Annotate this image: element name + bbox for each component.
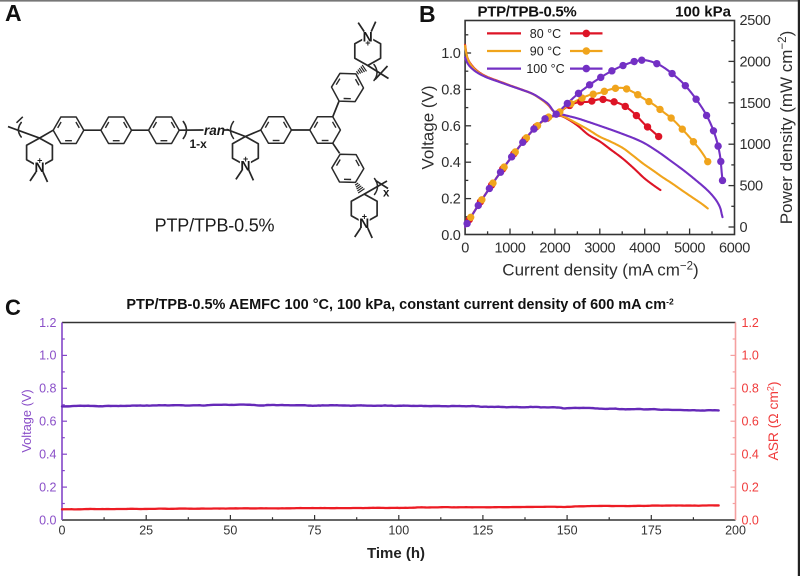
- svg-text:1000: 1000: [494, 241, 525, 257]
- svg-text:N: N: [363, 29, 373, 45]
- svg-text:0.8: 0.8: [441, 82, 460, 98]
- svg-text:Time (h): Time (h): [367, 545, 425, 562]
- svg-text:+: +: [37, 156, 42, 166]
- svg-text:100 °C: 100 °C: [526, 62, 564, 76]
- svg-text:0.4: 0.4: [742, 447, 759, 461]
- svg-text:ASR (Ω cm2): ASR (Ω cm2): [766, 382, 782, 461]
- svg-text:500: 500: [740, 179, 764, 195]
- svg-text:0.4: 0.4: [39, 447, 56, 461]
- svg-text:200: 200: [725, 524, 746, 538]
- svg-text:0: 0: [59, 524, 66, 538]
- svg-text:ran: ran: [204, 123, 225, 138]
- svg-text:1.0: 1.0: [39, 349, 56, 363]
- svg-text:0: 0: [740, 220, 748, 236]
- svg-text:6000: 6000: [719, 241, 750, 257]
- svg-text:Voltage (V): Voltage (V): [19, 389, 34, 452]
- svg-text:Current density (mA cm−2): Current density (mA cm−2): [502, 261, 698, 280]
- svg-text:1000: 1000: [740, 137, 771, 153]
- svg-text:0.0: 0.0: [39, 513, 56, 527]
- svg-text:0.2: 0.2: [441, 192, 460, 208]
- svg-text:Voltage (V): Voltage (V): [419, 85, 438, 169]
- svg-text:PTP/TPB-0.5%: PTP/TPB-0.5%: [155, 216, 275, 236]
- svg-text:75: 75: [308, 524, 322, 538]
- svg-text:90 °C: 90 °C: [530, 44, 561, 58]
- svg-text:Power density (mW cm−2): Power density (mW cm−2): [777, 31, 796, 225]
- svg-text:+: +: [362, 212, 367, 222]
- svg-text:x: x: [383, 188, 390, 200]
- svg-text:0.6: 0.6: [441, 119, 460, 135]
- svg-text:1.2: 1.2: [742, 316, 759, 330]
- svg-text:1.2: 1.2: [39, 316, 56, 330]
- svg-text:1.0: 1.0: [742, 349, 759, 363]
- svg-text:100: 100: [388, 524, 409, 538]
- svg-text:2000: 2000: [740, 54, 771, 70]
- svg-text:B: B: [419, 1, 436, 27]
- svg-text:0.2: 0.2: [39, 480, 56, 494]
- svg-text:0.2: 0.2: [742, 480, 759, 494]
- svg-text:C: C: [5, 295, 21, 320]
- svg-text:0.8: 0.8: [742, 382, 759, 396]
- svg-text:125: 125: [473, 524, 494, 538]
- svg-text:100 kPa: 100 kPa: [675, 4, 732, 21]
- svg-text:PTP/TPB-0.5% AEMFC 100 °C, 100: PTP/TPB-0.5% AEMFC 100 °C, 100 kPa, cons…: [126, 297, 674, 314]
- svg-text:+: +: [365, 38, 370, 48]
- svg-text:5000: 5000: [674, 241, 705, 257]
- svg-text:2500: 2500: [740, 13, 771, 29]
- svg-text:0.6: 0.6: [742, 415, 759, 429]
- svg-text:3000: 3000: [584, 241, 615, 257]
- svg-text:0.0: 0.0: [742, 513, 759, 527]
- svg-text:4000: 4000: [629, 241, 660, 257]
- svg-text:PTP/TPB-0.5%: PTP/TPB-0.5%: [478, 4, 577, 21]
- svg-text:1.0: 1.0: [441, 46, 460, 62]
- svg-text:0.4: 0.4: [441, 155, 460, 171]
- svg-text:2000: 2000: [539, 241, 570, 257]
- svg-text:150: 150: [557, 524, 578, 538]
- svg-text:175: 175: [641, 524, 662, 538]
- svg-text:50: 50: [223, 524, 237, 538]
- svg-text:N: N: [34, 159, 44, 175]
- svg-text:+: +: [243, 154, 248, 164]
- svg-text:1500: 1500: [740, 96, 771, 112]
- svg-text:25: 25: [139, 524, 153, 538]
- svg-text:80 °C: 80 °C: [530, 27, 561, 41]
- svg-text:0: 0: [461, 241, 469, 257]
- svg-text:0.0: 0.0: [441, 228, 460, 244]
- svg-text:0.8: 0.8: [39, 382, 56, 396]
- svg-text:A: A: [5, 0, 22, 26]
- svg-text:N: N: [240, 157, 250, 173]
- svg-text:N: N: [359, 215, 369, 231]
- svg-text:1-x: 1-x: [190, 137, 208, 151]
- svg-text:0.6: 0.6: [39, 415, 56, 429]
